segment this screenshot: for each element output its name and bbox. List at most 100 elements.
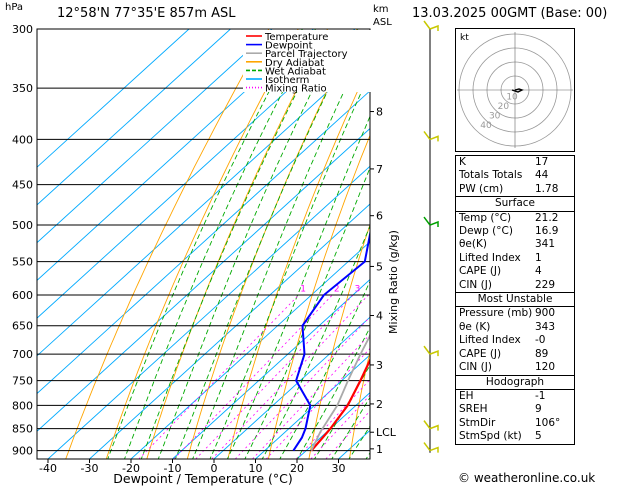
mixing-ratio-label: 3 (355, 284, 361, 294)
most-unstable-label: Lifted Index (459, 334, 521, 347)
wet-adiabat-line (244, 166, 370, 459)
most-unstable-row: Lifted Index -0 (456, 334, 574, 347)
hodograph-stat-label: EH (459, 389, 474, 402)
mixing-ratio-label: 4 (370, 284, 376, 294)
most-unstable-title: Most Unstable (456, 292, 574, 308)
surface-value: 1 (535, 251, 542, 264)
hodograph-ring-label: 10 (506, 93, 518, 103)
most-unstable-row: CIN (J) 120 (456, 361, 574, 374)
pressure-tick-label: 650 (12, 320, 33, 333)
hodograph-unit-label: kt (460, 33, 469, 43)
surface-row: CAPE (J) 4 (456, 265, 574, 278)
wind-barb (423, 216, 439, 228)
wind-barb (423, 20, 439, 31)
wind-barb (423, 420, 439, 431)
most-unstable-value: 343 (535, 320, 556, 333)
pressure-tick-label: 700 (12, 348, 33, 361)
index-label: Totals Totals (459, 169, 523, 182)
hodograph-ring-label: 20 (498, 102, 510, 112)
wet-adiabat-line (209, 72, 370, 459)
hodograph-stat-row: SREH 9 (456, 403, 574, 416)
most-unstable-label: Pressure (mb) (459, 307, 533, 320)
hodograph-stat-label: StmSpd (kt) (459, 430, 522, 443)
series-parcel-trajectory (310, 333, 370, 451)
height-tick-label: 5 (376, 260, 383, 273)
credit-text: © weatheronline.co.uk (458, 471, 596, 485)
x-tick-label: -10 (164, 462, 182, 475)
wet-adiabat-line (192, 35, 370, 459)
most-unstable-row: θe (K) 343 (456, 321, 574, 334)
height-tick-label: LCL (376, 426, 397, 439)
x-tick-label: 20 (290, 462, 304, 475)
mixing-ratio-line (173, 294, 333, 459)
wind-barb (423, 130, 439, 142)
index-row: K 17 (456, 156, 574, 169)
x-tick-label: 0 (211, 462, 218, 475)
mixing-ratio-axis-label: Mixing Ratio (g/kg) (387, 230, 400, 334)
hodograph-stat-row: StmDir 106° (456, 417, 574, 430)
height-tick-label: 4 (376, 310, 383, 323)
hodograph-stat-row: EH -1 (456, 390, 574, 403)
surface-row: Lifted Index 1 (456, 252, 574, 265)
surface-value: 229 (535, 278, 556, 291)
most-unstable-row: CAPE (J) 89 (456, 348, 574, 361)
surface-value: 16.9 (535, 225, 559, 238)
isotherm-line (37, 29, 314, 281)
dry-adiabat-line (146, 29, 329, 459)
height-tick-label: 2 (376, 398, 383, 411)
index-label: PW (cm) (459, 182, 504, 195)
isotherm-line (37, 29, 231, 206)
dry-adiabat-line (592, 16, 629, 459)
isotherm-line (172, 278, 370, 459)
hodograph-panel: 10 20 30 40 kt (455, 28, 575, 152)
wet-adiabat-line (174, 29, 359, 459)
series-dewpoint (292, 229, 370, 452)
hodograph-trace (511, 88, 524, 93)
mixing-ratio-line (138, 294, 300, 459)
isotherm-line (37, 90, 370, 395)
index-value: 1.78 (535, 182, 559, 195)
isotherm-line (255, 354, 370, 459)
x-tick-label: 10 (249, 462, 263, 475)
chart-background-lines: 12346810162025 (37, 16, 629, 459)
surface-row: CIN (J) 229 (456, 279, 574, 292)
mixing-ratio-label: 10 (419, 284, 431, 294)
isotherm-line (37, 29, 190, 168)
surface-label: CAPE (J) (459, 265, 502, 278)
dry-adiabat-line (65, 29, 270, 459)
index-row: PW (cm) 1.78 (456, 183, 574, 196)
chart-axes: 300350400450500550600650700750800850900-… (12, 23, 397, 475)
x-axis-label: Dewpoint / Temperature (°C) (113, 471, 292, 486)
legend-label: Dry Adiabat (265, 58, 324, 69)
index-value: 17 (535, 156, 549, 168)
surface-row: Temp (°C) 21.2 (456, 212, 574, 225)
isotherm-line (47, 165, 370, 459)
height-tick-label: 7 (376, 163, 383, 176)
isotherm-line (213, 316, 370, 459)
wind-profile (423, 20, 439, 453)
mixing-ratio-label: 8 (409, 284, 415, 294)
wind-barb (423, 442, 439, 453)
x-tick-label: -20 (122, 462, 140, 475)
dry-adiabat-line (308, 223, 370, 459)
hodograph-ring-label: 30 (489, 112, 501, 122)
height-tick-label: 6 (376, 210, 383, 223)
pressure-tick-label: 850 (12, 423, 33, 436)
mixing-ratio-line (211, 294, 369, 459)
pressure-tick-label: 900 (12, 445, 33, 458)
surface-value: 4 (535, 265, 542, 278)
dry-adiabat-line (348, 349, 370, 459)
pressure-tick-label: 800 (12, 399, 33, 412)
height-unit-asl: ASL (373, 17, 392, 28)
wet-adiabat-line (261, 224, 370, 459)
wet-adiabat-line (107, 29, 303, 459)
legend-label: Mixing Ratio (265, 84, 327, 95)
wind-barb (423, 345, 439, 357)
surface-row: Dewp (°C) 16.9 (456, 225, 574, 238)
hodograph-table-title: Hodograph (456, 374, 574, 390)
legend-label: Isotherm (265, 75, 309, 86)
legend-background (243, 30, 371, 92)
hodograph-stat-value: -1 (535, 389, 546, 402)
surface-value: 341 (535, 238, 556, 251)
